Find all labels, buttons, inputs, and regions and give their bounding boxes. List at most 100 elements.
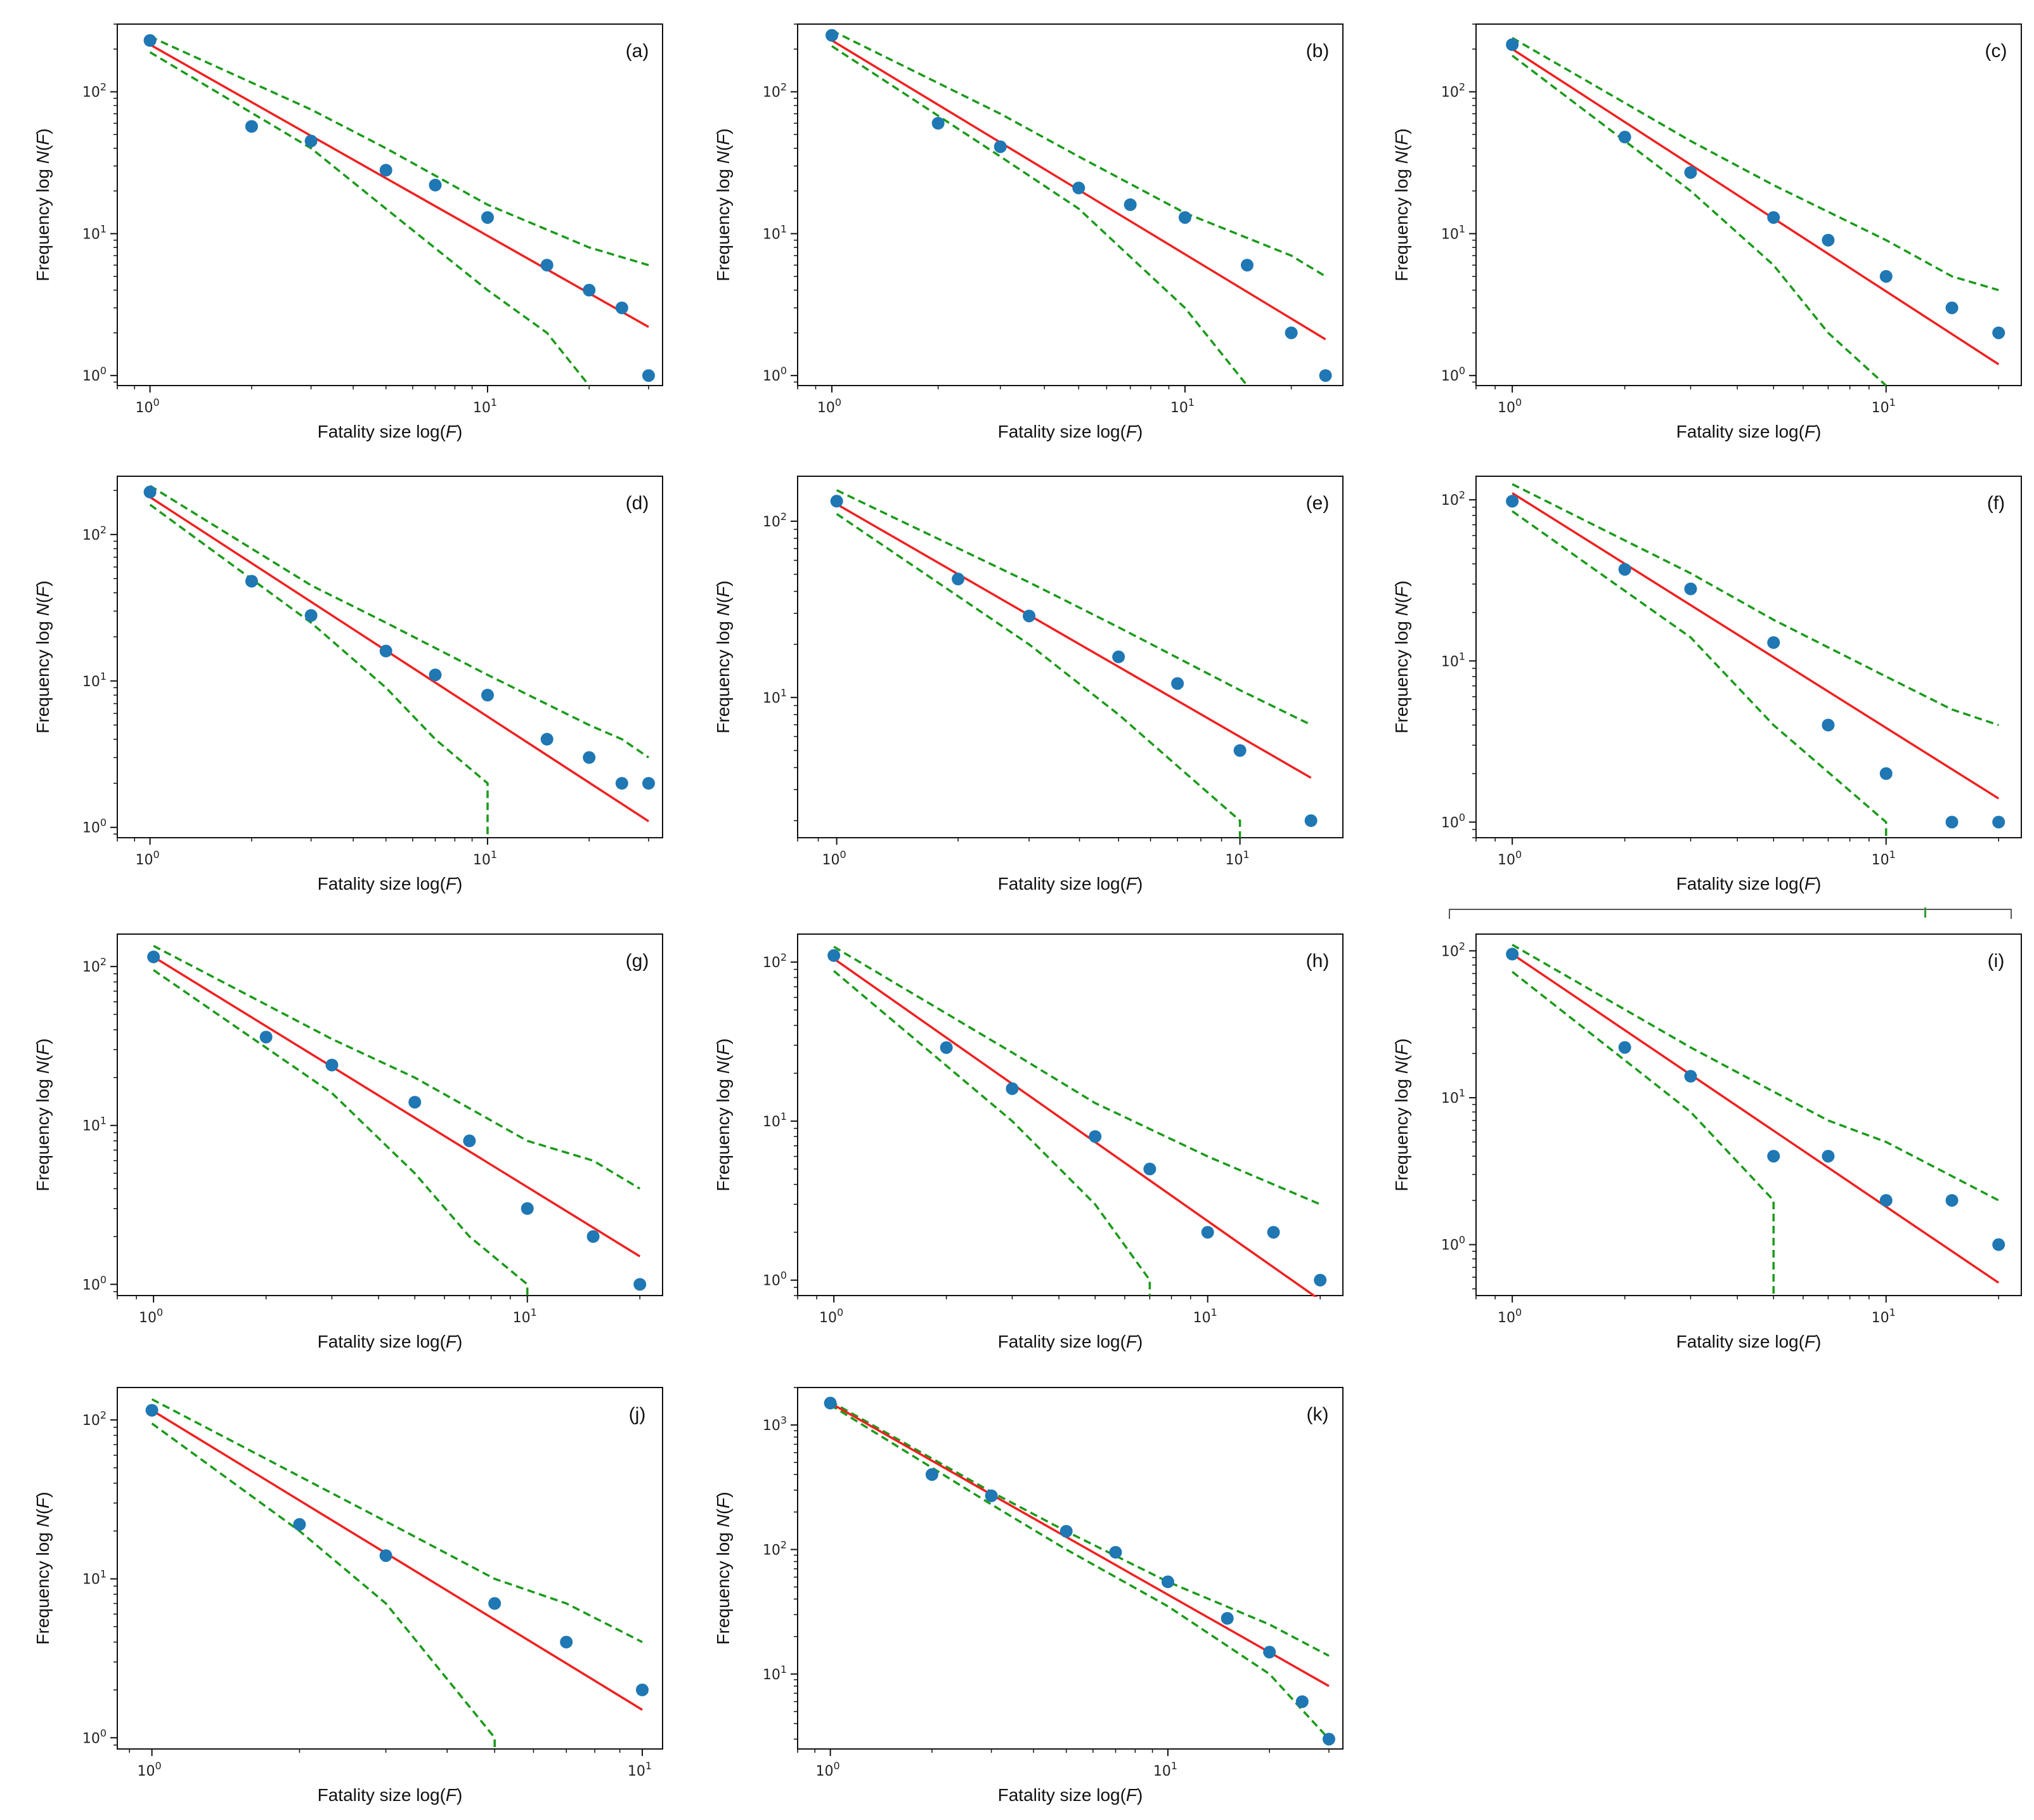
y-tick-label: 100: [1441, 365, 1465, 384]
y-axis-label: Frequency log N(F): [33, 1492, 53, 1644]
chart-svg-f: 100 101 100 101 102 Fatality size log(F) Frequ…: [1392, 476, 2022, 894]
y-tick-label: 101: [763, 1663, 787, 1683]
panel-letter: (h): [1306, 951, 1330, 972]
clipped-axis-tick: [1924, 907, 1926, 918]
plot-frame: [797, 476, 1344, 838]
x-tick-label: 101: [628, 1760, 652, 1779]
data-point: [1221, 1611, 1234, 1625]
y-tick-label: 101: [1441, 1087, 1465, 1107]
data-point: [1124, 198, 1137, 211]
y-tick-label: 103: [763, 1414, 787, 1434]
data-point: [1684, 166, 1697, 179]
plot-frame: [117, 1387, 663, 1750]
data-point: [481, 211, 494, 224]
clipped-axis-fragment: [1449, 909, 2012, 919]
data-point: [825, 29, 838, 42]
data-point: [1822, 718, 1835, 732]
x-tick-label: 100: [137, 1760, 161, 1779]
upper-bound-line: [149, 36, 649, 266]
data-point: [1059, 1524, 1073, 1538]
data-point: [1767, 1150, 1780, 1163]
y-axis-label: Frequency log N(F): [1392, 580, 1411, 733]
fit-line: [833, 958, 1318, 1297]
panel-letter: (e): [1306, 493, 1330, 514]
upper-bound-line: [1512, 483, 1999, 727]
plot-frame: [1475, 23, 2022, 386]
y-tick-label: 101: [763, 687, 787, 706]
data-point: [1171, 677, 1184, 690]
data-point: [325, 1058, 339, 1072]
chart-panel-d: 100 101 100 101 102 Fatality size log(F) Frequ…: [16, 465, 678, 909]
chart-svg-c: 100 101 100 101 102 Fatality size log(F) Frequ…: [1392, 23, 2022, 441]
chart-svg-k: 100 101 101 102 103 Fatality size log(F) Frequ…: [713, 1387, 1344, 1805]
data-point: [1684, 582, 1697, 595]
data-point: [488, 1597, 502, 1610]
data-point: [1267, 1226, 1280, 1239]
y-axis-label: Frequency log N(F): [713, 1038, 733, 1191]
x-axis-label: Fatality size log(F): [318, 422, 463, 441]
data-point: [1143, 1162, 1156, 1176]
x-axis-label: Fatality size log(F): [998, 874, 1143, 894]
y-axis-label: Frequency log N(F): [33, 128, 53, 281]
data-point: [1945, 301, 1959, 315]
data-point: [615, 301, 628, 315]
chart-svg-g: 100 101 100 101 102 Fatality size log(F) Frequ…: [33, 933, 663, 1351]
data-point: [642, 369, 655, 382]
y-tick-label: 102: [82, 81, 107, 101]
data-point: [1006, 1082, 1019, 1095]
data-point: [1767, 636, 1780, 649]
panel-letter: (i): [1988, 951, 2005, 972]
data-point: [379, 164, 392, 177]
lower-bound-line: [831, 45, 1248, 387]
data-point: [147, 950, 160, 963]
plot-area: [832, 946, 1321, 1297]
data-point: [635, 1683, 649, 1696]
x-tick-label: 101: [1226, 848, 1250, 868]
data-point: [1304, 814, 1318, 828]
chart-panel-k: 100 101 101 102 103 Fatality size log(F) Frequ…: [696, 1376, 1359, 1820]
data-point: [1618, 562, 1631, 576]
upper-bound-line: [829, 1400, 1330, 1657]
data-point: [145, 1403, 159, 1417]
data-point: [586, 1230, 600, 1243]
data-point: [1322, 1732, 1335, 1746]
y-tick-label: 100: [1441, 811, 1465, 831]
x-tick-label: 100: [817, 396, 841, 416]
plot-frame: [797, 933, 1344, 1296]
data-point: [143, 485, 157, 498]
data-point: [1109, 1545, 1122, 1559]
data-point: [1767, 211, 1780, 224]
y-tick-label: 100: [763, 365, 787, 384]
data-point: [304, 134, 318, 148]
x-axis-label: Fatality size log(F): [318, 874, 463, 894]
plot-area: [829, 1400, 1330, 1740]
y-tick-label: 101: [82, 1568, 107, 1588]
chart-svg-h: 100 101 100 101 102 Fatality size log(F) Frequ…: [713, 933, 1344, 1351]
data-point: [1161, 1575, 1174, 1589]
data-point: [1992, 1238, 2005, 1251]
upper-bound-line: [151, 1398, 643, 1643]
data-point: [827, 949, 841, 962]
y-axis-label: Frequency log N(F): [1392, 128, 1411, 281]
lower-bound-line: [836, 512, 1241, 838]
y-tick-label: 101: [763, 1110, 787, 1130]
x-tick-label: 100: [819, 1306, 843, 1326]
upper-bound-line: [833, 946, 1321, 1206]
x-tick-label: 101: [473, 848, 497, 868]
upper-bound-line: [1512, 37, 1999, 292]
data-point: [1684, 1070, 1697, 1083]
upper-bound-line: [153, 944, 641, 1190]
data-point: [1879, 1193, 1893, 1207]
x-axis-label: Fatality size log(F): [1676, 874, 1822, 894]
data-point: [1089, 1130, 1102, 1143]
plot-area: [836, 489, 1312, 838]
data-point: [1023, 609, 1036, 623]
plot-area: [1512, 37, 2000, 387]
data-point: [481, 689, 494, 702]
x-axis-label: Fatality size log(F): [998, 1785, 1143, 1805]
plot-area: [1512, 944, 2000, 1296]
y-tick-label: 101: [1441, 223, 1465, 242]
y-tick-label: 102: [82, 1409, 107, 1429]
lower-bound-line: [1512, 55, 1887, 387]
data-point: [521, 1202, 534, 1215]
